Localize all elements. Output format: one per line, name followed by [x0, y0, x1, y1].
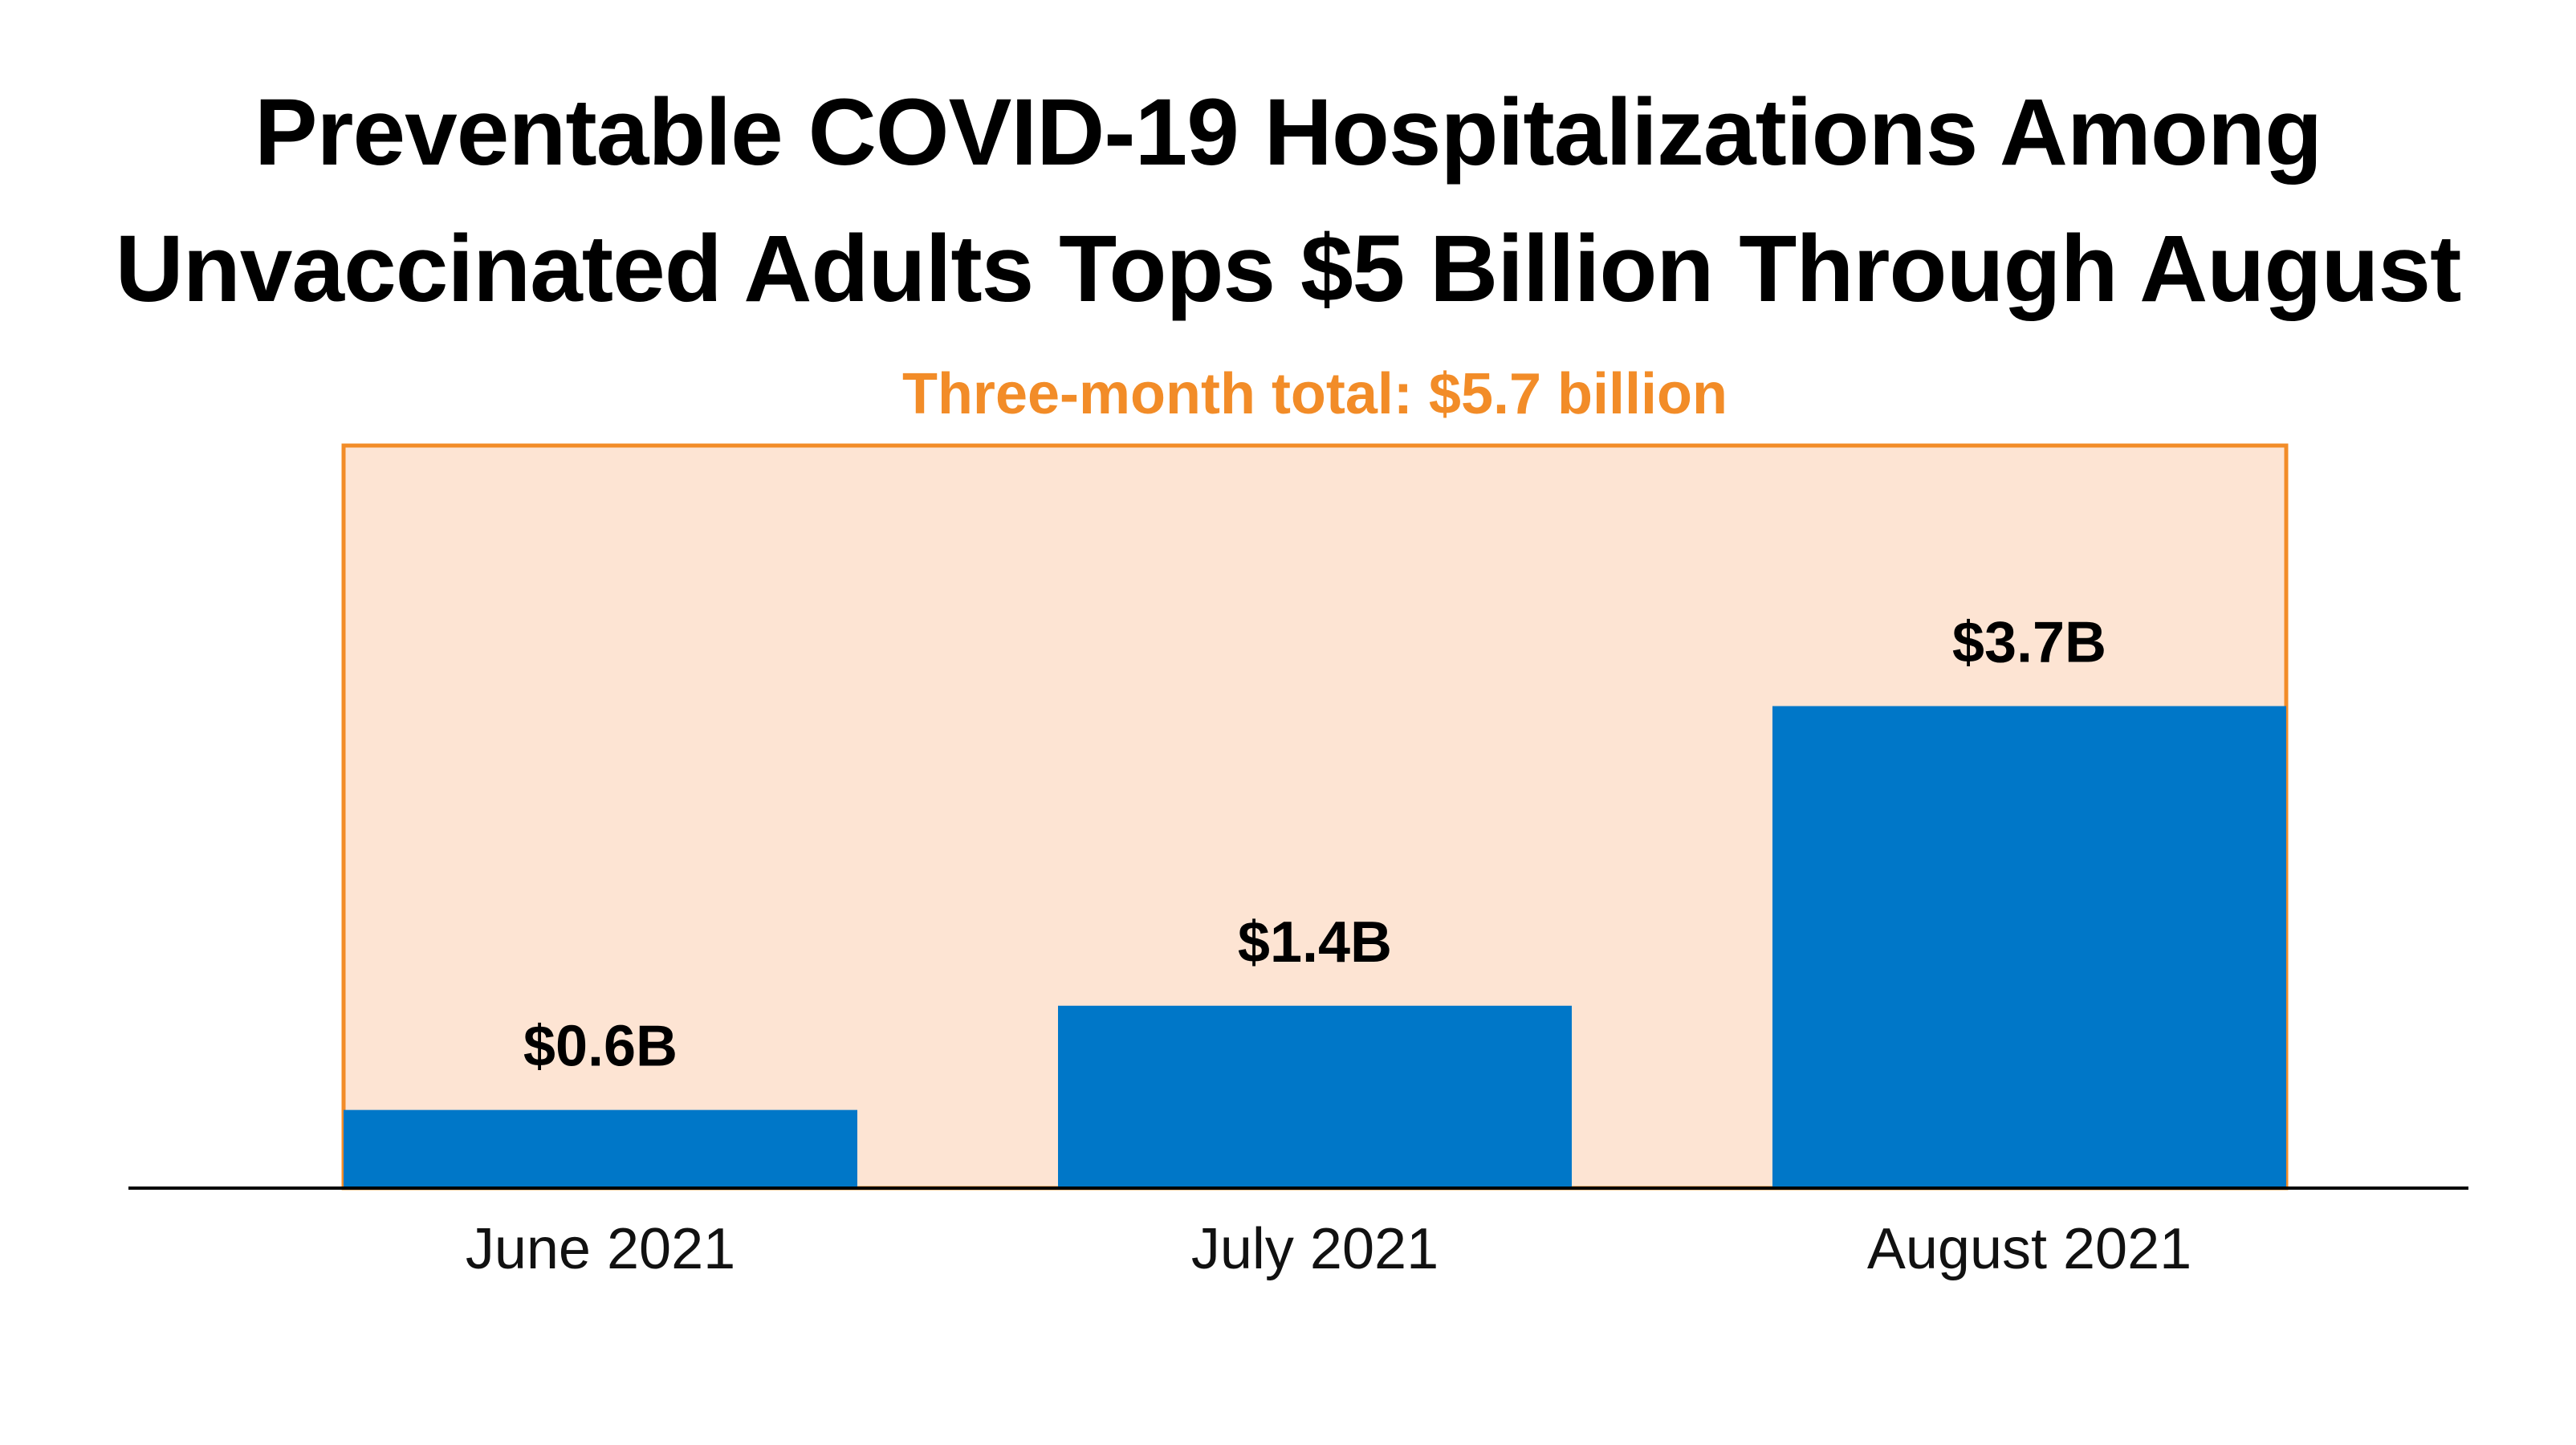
chart-title-line-2: Unvaccinated Adults Tops $5 Billion Thro…: [115, 216, 2462, 322]
data-label: $3.7B: [1952, 611, 2106, 675]
data-label: $0.6B: [523, 1015, 678, 1079]
labels: $0.6B June 2021 $1.4B July 2021 $3.7B August …: [466, 611, 2191, 1281]
bar-june-2021: [344, 1109, 857, 1188]
total-annotation-label: Three-month total: $5.7 billion: [902, 362, 1728, 426]
bars: [344, 706, 2286, 1188]
x-tick-label: June 2021: [466, 1217, 735, 1281]
bar-august-2021: [1772, 706, 2286, 1188]
data-label: $1.4B: [1238, 910, 1392, 975]
x-tick-label: July 2021: [1191, 1217, 1439, 1281]
x-tick-label: August 2021: [1867, 1217, 2191, 1281]
chart-title: Preventable COVID-19 Hospitalizations Am…: [0, 64, 2576, 337]
chart-title-line-1: Preventable COVID-19 Hospitalizations Am…: [254, 79, 2322, 185]
bar-july-2021: [1058, 1005, 1572, 1188]
